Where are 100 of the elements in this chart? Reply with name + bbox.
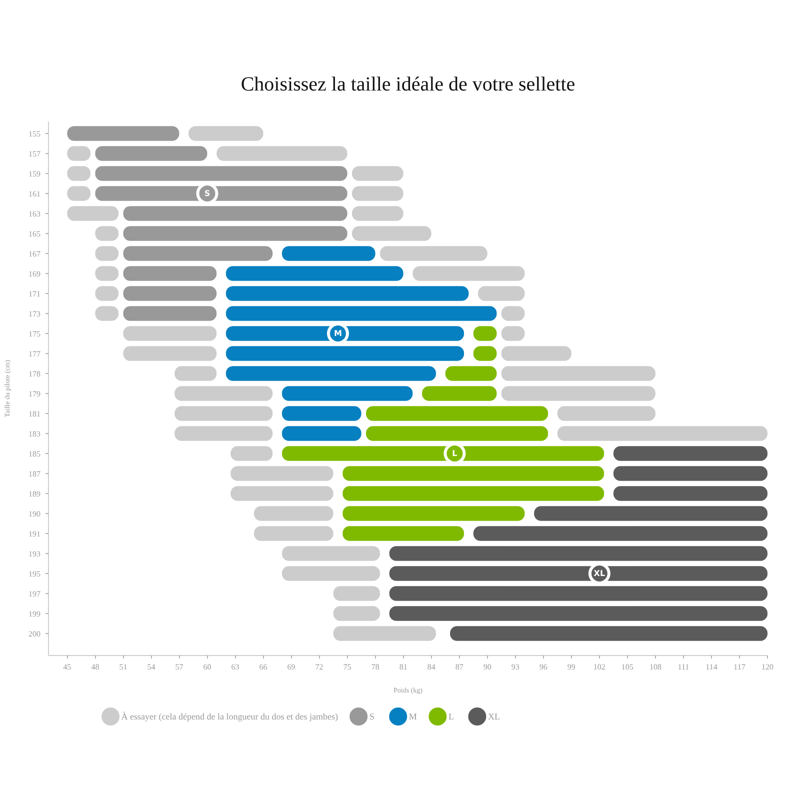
bar bbox=[95, 186, 348, 201]
bar bbox=[123, 326, 217, 341]
y-tick-label: 200 bbox=[28, 630, 40, 638]
bar bbox=[342, 526, 464, 541]
x-tick-label: 63 bbox=[231, 662, 240, 672]
bar bbox=[333, 606, 380, 621]
x-tick-label: 108 bbox=[649, 662, 662, 672]
bar bbox=[445, 366, 497, 381]
annotation: L bbox=[452, 449, 458, 458]
bar bbox=[342, 486, 604, 501]
bar bbox=[422, 386, 497, 401]
bar bbox=[501, 366, 656, 381]
bar bbox=[389, 606, 768, 621]
bar bbox=[557, 426, 768, 441]
y-tick-label: 157 bbox=[28, 150, 40, 158]
x-tick-label: 84 bbox=[427, 662, 436, 672]
bar bbox=[380, 246, 488, 261]
x-tick-label: 78 bbox=[371, 662, 380, 672]
bar bbox=[282, 406, 362, 421]
y-tick-label: 197 bbox=[28, 590, 40, 598]
bar bbox=[226, 286, 469, 301]
legend-label: L bbox=[448, 712, 454, 722]
bar bbox=[188, 126, 264, 141]
bar bbox=[557, 406, 656, 421]
x-tick-label: 99 bbox=[567, 662, 576, 672]
x-tick-label: 48 bbox=[91, 662, 100, 672]
bar bbox=[230, 466, 334, 481]
x-tick-label: 87 bbox=[455, 662, 464, 672]
y-tick-label: 163 bbox=[28, 210, 40, 218]
bar bbox=[174, 426, 273, 441]
bar bbox=[123, 226, 348, 241]
bar bbox=[174, 406, 273, 421]
bar bbox=[613, 466, 768, 481]
bar bbox=[478, 286, 525, 301]
bar bbox=[67, 126, 180, 141]
x-tick-label: 90 bbox=[483, 662, 492, 672]
legend-label: S bbox=[369, 712, 374, 722]
bar bbox=[473, 526, 768, 541]
bar bbox=[123, 266, 217, 281]
y-tick-label: 171 bbox=[28, 290, 40, 298]
y-tick-label: 191 bbox=[28, 530, 40, 538]
bar bbox=[352, 206, 404, 221]
annotation: M bbox=[334, 329, 342, 338]
x-tick-label: 72 bbox=[315, 662, 324, 672]
bar bbox=[254, 526, 334, 541]
x-tick-label: 75 bbox=[343, 662, 352, 672]
bar bbox=[613, 446, 768, 461]
x-tick-label: 54 bbox=[147, 662, 156, 672]
y-tick-label: 169 bbox=[28, 270, 40, 278]
y-tick-label: 159 bbox=[28, 170, 40, 178]
y-tick-label: 177 bbox=[28, 350, 40, 358]
bar bbox=[226, 366, 436, 381]
y-tick-label: 181 bbox=[28, 410, 40, 418]
bar bbox=[123, 306, 217, 321]
y-tick-label: 195 bbox=[28, 570, 40, 578]
y-tick-label: 187 bbox=[28, 470, 40, 478]
chart-title: Choisissez la taille idéale de votre sellette bbox=[240, 74, 576, 96]
x-tick-label: 105 bbox=[621, 662, 634, 672]
bar bbox=[216, 146, 348, 161]
x-tick-label: 120 bbox=[762, 662, 774, 672]
bar bbox=[282, 446, 604, 461]
bar bbox=[282, 426, 362, 441]
y-tick-label: 190 bbox=[28, 510, 40, 518]
bar bbox=[123, 246, 273, 261]
bar bbox=[282, 566, 380, 581]
bar bbox=[333, 626, 436, 641]
annotation: S bbox=[204, 189, 210, 198]
bar bbox=[501, 386, 656, 401]
x-tick-label: 51 bbox=[119, 662, 128, 672]
y-tick-label: 178 bbox=[28, 370, 40, 378]
x-tick-label: 111 bbox=[678, 662, 690, 672]
bar bbox=[389, 566, 768, 581]
x-tick-label: 93 bbox=[511, 662, 520, 672]
bar bbox=[333, 586, 380, 601]
y-tick-label: 193 bbox=[28, 550, 40, 558]
x-tick-label: 69 bbox=[287, 662, 296, 672]
x-tick-label: 66 bbox=[259, 662, 268, 672]
bar bbox=[123, 346, 217, 361]
x-tick-label: 117 bbox=[734, 662, 746, 672]
y-tick-label: 161 bbox=[28, 190, 40, 198]
bar bbox=[123, 286, 217, 301]
x-tick-label: 96 bbox=[539, 662, 548, 672]
y-tick-label: 173 bbox=[28, 310, 40, 318]
bar bbox=[226, 266, 404, 281]
bar bbox=[352, 166, 404, 181]
bar bbox=[282, 246, 376, 261]
annotation: XL bbox=[594, 569, 606, 578]
bar bbox=[450, 626, 768, 641]
bar bbox=[352, 226, 432, 241]
x-tick-label: 102 bbox=[593, 662, 606, 672]
bar bbox=[282, 546, 380, 561]
x-tick-label: 114 bbox=[706, 662, 718, 672]
bar bbox=[95, 146, 208, 161]
bar bbox=[342, 506, 525, 521]
y-tick-label: 155 bbox=[28, 130, 40, 138]
bar bbox=[352, 186, 404, 201]
x-tick-label: 60 bbox=[203, 662, 212, 672]
y-tick-label: 167 bbox=[28, 250, 40, 258]
bar bbox=[366, 406, 548, 421]
bar bbox=[534, 506, 768, 521]
